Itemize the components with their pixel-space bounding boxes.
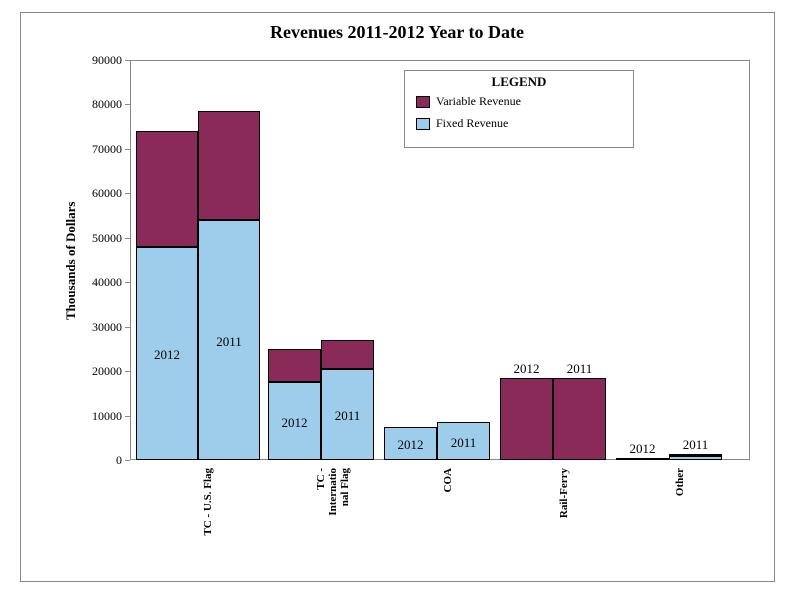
ytick-label: 60000 [67,186,122,201]
ytick-label: 50000 [67,231,122,246]
ytick-mark [125,371,130,372]
ytick-label: 80000 [67,97,122,112]
x-category-label: TC - U.S. Flag [202,468,214,546]
bar-variable [268,349,321,382]
ytick-label: 70000 [67,142,122,157]
bar-variable [198,111,260,220]
bar-variable [553,378,606,460]
ytick-mark [125,238,130,239]
ytick-mark [125,282,130,283]
bar-year-label: 2012 [384,437,437,453]
ytick-mark [125,104,130,105]
bar-fixed [616,458,669,460]
bar-year-label: 2011 [437,435,490,451]
ytick-mark [125,193,130,194]
bar-year-label: 2011 [198,334,260,350]
legend-title: LEGEND [404,74,634,90]
x-category-label: COA [442,468,454,546]
ytick-label: 40000 [67,275,122,290]
bar-year-label: 2011 [321,408,374,424]
chart-title: Revenues 2011-2012 Year to Date [270,22,524,43]
bar-year-label: 2011 [669,437,722,453]
chart-canvas: Revenues 2011-2012 Year to Date Thousands… [0,0,800,600]
x-category-label: Rail-Ferry [558,468,570,546]
x-category-label: Internatio [327,468,339,546]
legend-label: Fixed Revenue [436,116,508,131]
bar-year-label: 2012 [500,361,553,377]
bar-variable [500,378,553,460]
ytick-mark [125,460,130,461]
ytick-label: 90000 [67,53,122,68]
ytick-mark [125,60,130,61]
y-axis-label: Thousands of Dollars [63,202,79,320]
ytick-mark [125,327,130,328]
x-category-label: TC - [315,468,327,546]
bar-variable [321,340,374,369]
bar-year-label: 2012 [616,441,669,457]
bar-variable [136,131,198,247]
ytick-label: 10000 [67,409,122,424]
x-category-label: Other [674,468,686,546]
ytick-label: 20000 [67,364,122,379]
bar-variable [669,454,722,457]
legend-swatch [416,96,430,108]
ytick-mark [125,416,130,417]
legend-swatch [416,118,430,130]
x-category-label: nal Flag [339,468,351,546]
bar-year-label: 2011 [553,361,606,377]
bar-year-label: 2012 [136,347,198,363]
ytick-mark [125,149,130,150]
ytick-label: 0 [67,453,122,468]
ytick-label: 30000 [67,320,122,335]
legend-label: Variable Revenue [436,94,521,109]
bar-fixed [669,456,722,460]
bar-year-label: 2012 [268,415,321,431]
